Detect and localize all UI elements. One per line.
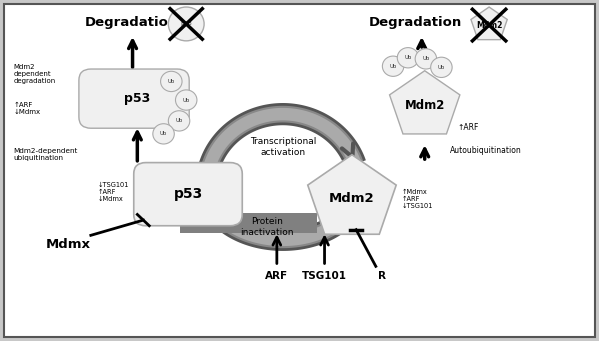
Text: Degradation: Degradation [369,16,462,29]
Text: ↑Mdmx
↑ARF
↓TSG101: ↑Mdmx ↑ARF ↓TSG101 [402,189,434,209]
Text: Ub: Ub [183,98,190,103]
Text: Mdm2: Mdm2 [329,192,375,205]
Text: Ub: Ub [176,118,183,123]
Circle shape [153,124,174,144]
Text: Mdm2-dependent
ubiquitination: Mdm2-dependent ubiquitination [13,148,78,161]
Polygon shape [389,71,460,134]
Text: Mdm2: Mdm2 [404,99,445,112]
Text: Mdm2: Mdm2 [476,20,503,30]
Circle shape [415,49,437,69]
Text: p53: p53 [180,21,192,27]
Text: ↓TSG101
↑ARF
↓Mdmx: ↓TSG101 ↑ARF ↓Mdmx [98,182,129,202]
FancyBboxPatch shape [79,69,189,128]
Text: ↑ARF: ↑ARF [458,123,479,132]
Circle shape [176,90,197,110]
FancyBboxPatch shape [180,213,317,233]
Circle shape [168,7,204,41]
Text: Ub: Ub [422,56,429,61]
Circle shape [382,56,404,76]
Text: p53: p53 [173,187,202,201]
Text: Transcriptional
activation: Transcriptional activation [250,137,316,157]
Text: Mdm2
dependent
degradation: Mdm2 dependent degradation [13,63,56,84]
Text: p53: p53 [123,92,150,105]
Text: ARF: ARF [265,271,288,281]
FancyBboxPatch shape [134,163,242,226]
Circle shape [168,111,190,131]
Polygon shape [471,7,507,40]
FancyBboxPatch shape [4,4,595,337]
Text: Ub: Ub [160,131,167,136]
Circle shape [161,71,182,92]
Text: Ub: Ub [404,55,412,60]
Circle shape [431,57,452,77]
Text: Mdmx: Mdmx [46,238,90,251]
Text: TSG101: TSG101 [302,271,347,281]
Polygon shape [308,155,396,234]
Text: Degradation: Degradation [84,16,178,29]
Text: R: R [378,271,386,281]
Circle shape [397,48,419,68]
Text: Protein
inactivation: Protein inactivation [240,217,294,237]
Text: Ub: Ub [389,64,397,69]
Text: ↑ARF
↓Mdmx: ↑ARF ↓Mdmx [13,102,41,115]
Text: Ub: Ub [438,65,445,70]
Text: Ub: Ub [168,79,175,84]
Text: Autoubiquitination: Autoubiquitination [450,146,522,155]
